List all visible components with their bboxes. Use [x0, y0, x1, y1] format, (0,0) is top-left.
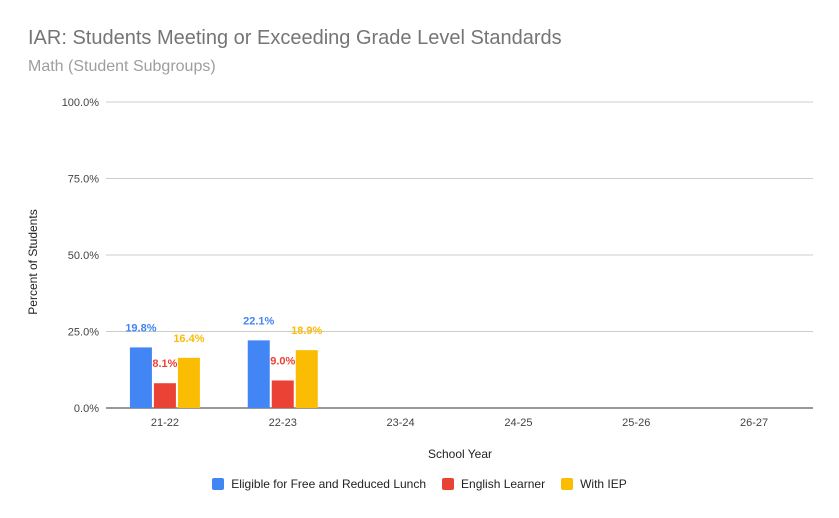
x-tick-labels: 21-22 22-23 23-24 24-25 25-26 26-27 [151, 417, 768, 429]
y-tick-label: 75.0% [68, 174, 99, 186]
bar [247, 340, 270, 408]
x-tick-label: 26-27 [740, 417, 768, 429]
legend-item: English Learner [442, 477, 545, 491]
legend-item: With IEP [561, 477, 627, 491]
legend: Eligible for Free and Reduced Lunch Engli… [0, 477, 839, 491]
x-tick-label: 23-24 [387, 417, 415, 429]
x-tick-label: 22-23 [269, 417, 297, 429]
y-axis-title: Percent of Students [26, 209, 40, 314]
legend-label: With IEP [580, 477, 627, 491]
y-tick-label: 100.0% [62, 97, 100, 109]
legend-label: Eligible for Free and Reduced Lunch [231, 477, 427, 491]
bar [295, 350, 318, 408]
legend-swatch [212, 478, 225, 490]
bar [153, 383, 176, 408]
y-tick-label: 50.0% [68, 250, 99, 262]
chart-subtitle: Math (Student Subgroups) [28, 58, 216, 75]
bars [129, 340, 318, 408]
x-tick-label: 25-26 [622, 417, 650, 429]
data-label: 8.1% [152, 358, 177, 370]
legend-swatch [442, 478, 455, 490]
data-label: 18.9% [291, 325, 322, 337]
chart-title: IAR: Students Meeting or Exceeding Grade… [28, 27, 562, 49]
data-labels: 19.8% 8.1% 16.4% 22.1% 9.0% 18.9% [125, 315, 322, 370]
legend-item: Eligible for Free and Reduced Lunch [212, 477, 426, 491]
x-tick-label: 24-25 [504, 417, 532, 429]
bar-chart: 0.0% 25.0% 50.0% 75.0% 100.0% 19.8% 8.1% 16.4%… [26, 97, 813, 461]
bar [177, 357, 200, 408]
data-label: 19.8% [125, 322, 156, 334]
y-tick-label: 25.0% [68, 327, 99, 339]
data-label: 16.4% [173, 333, 204, 345]
bar [129, 347, 152, 408]
y-tick-labels: 0.0% 25.0% 50.0% 75.0% 100.0% [62, 97, 100, 415]
data-label: 9.0% [270, 355, 295, 367]
x-axis-title: School Year [428, 447, 492, 461]
legend-swatch [561, 478, 574, 490]
x-tick-label: 21-22 [151, 417, 179, 429]
legend-label: English Learner [461, 477, 546, 491]
y-tick-label: 0.0% [74, 403, 99, 415]
gridlines [106, 101, 813, 409]
data-label: 22.1% [243, 315, 274, 327]
bar [271, 380, 294, 408]
